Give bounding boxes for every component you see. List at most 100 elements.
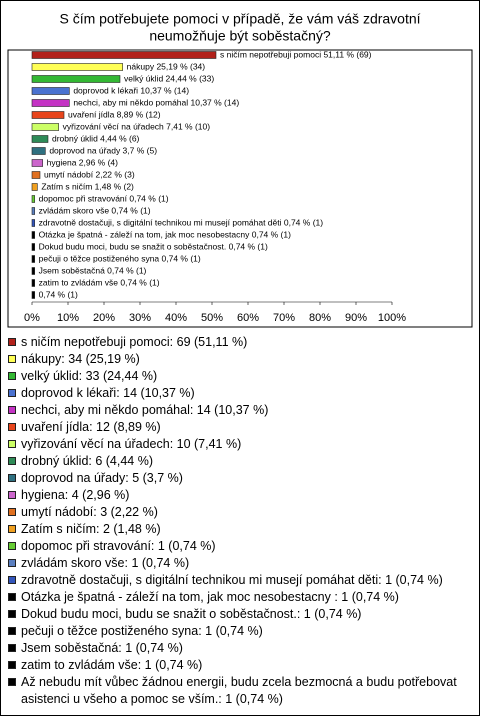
- bar-label: drobný úklid 4,44 % (6): [52, 133, 140, 143]
- bar-label: zatim to zvládám vše 0,74 % (1): [39, 277, 160, 287]
- bar-label: s ničím nepotřebuji pomoci 51,11 % (69): [220, 49, 372, 59]
- legend-swatch: [8, 678, 16, 686]
- bar: [31, 171, 41, 179]
- bar-label: nákupy 25,19 % (34): [127, 61, 206, 71]
- bar-label: 0,74 % (1): [39, 289, 78, 299]
- legend-entry: Až nebudu mít vůbec žádnou energii, budu…: [8, 674, 470, 708]
- legend-swatch: [8, 508, 16, 516]
- legend-entry: s ničím nepotřebuji pomoci: 69 (51,11 %): [8, 334, 470, 351]
- bar-label: umytí nádobí 2,22 % (3): [44, 169, 135, 179]
- bar-label: nechci, aby mi někdo pomáhal 10,37 % (14…: [73, 97, 239, 107]
- bar: [31, 219, 35, 227]
- legend-label: Dokud budu moci, budu se snažit o soběst…: [21, 607, 362, 621]
- x-tick-label: 70%: [273, 312, 295, 324]
- legend-entry: umytí nádobí: 3 (2,22 %): [8, 504, 470, 521]
- legend-swatch: [8, 525, 16, 533]
- legend-label: doprovod na úřady: 5 (3,7 %): [21, 471, 183, 485]
- legend-entry: doprovod k lékaři: 14 (10,37 %): [8, 385, 470, 402]
- bar-label: velký úklid 24,44 % (33): [124, 73, 214, 83]
- legend-entry: zvládám skoro vše: 1 (0,74 %): [8, 555, 470, 572]
- bar: [31, 123, 59, 131]
- chart: S čím potřebujete pomoci v případě, že v…: [7, 11, 473, 328]
- legend-swatch: [8, 610, 16, 618]
- x-tick-label: 0%: [24, 312, 40, 324]
- legend-label: nechci, aby mi někdo pomáhal: 14 (10,37 …: [21, 403, 269, 417]
- bar: [31, 111, 65, 119]
- x-tick-label: 60%: [237, 312, 259, 324]
- x-tick-label: 10%: [57, 312, 79, 324]
- legend-swatch: [8, 491, 16, 499]
- legend-swatch: [8, 661, 16, 669]
- legend-entry: Zatím s ničím: 2 (1,48 %): [8, 521, 470, 538]
- legend-label: Jsem soběstačná: 1 (0,74 %): [21, 641, 183, 655]
- bar: [31, 267, 35, 275]
- bar: [31, 147, 46, 155]
- bar-label: dopomoc při stravování 0,74 % (1): [39, 193, 169, 203]
- legend-swatch: [8, 440, 16, 448]
- bar-label: Otázka je špatná - záleží na tom, jak mo…: [39, 229, 291, 239]
- legend-label: zdravotně dostačuji, s digitální technik…: [21, 573, 443, 587]
- bar: [31, 135, 49, 143]
- legend-swatch: [8, 644, 16, 652]
- legend-swatch: [8, 474, 16, 482]
- legend-swatch: [8, 389, 16, 397]
- bar-label: hygiena 2,96 % (4): [47, 157, 119, 167]
- bar: [31, 87, 70, 95]
- legend-entry: Jsem soběstačná: 1 (0,74 %): [8, 640, 470, 657]
- plot-frame: [7, 49, 473, 328]
- bar-label: zvládám skoro vše 0,74 % (1): [39, 205, 151, 215]
- legend-label: Zatím s ničím: 2 (1,48 %): [21, 522, 161, 536]
- legend-entry: nechci, aby mi někdo pomáhal: 14 (10,37 …: [8, 402, 470, 419]
- legend-swatch: [8, 372, 16, 380]
- legend-entry: vyřizování věcí na úřadech: 10 (7,41 %): [8, 436, 470, 453]
- legend-swatch: [8, 457, 16, 465]
- bar: [31, 183, 38, 191]
- bar: [31, 231, 35, 239]
- legend-label: pečuji o těžce postiženého syna: 1 (0,74…: [21, 624, 263, 638]
- x-tick-label: 90%: [345, 312, 367, 324]
- legend: s ničím nepotřebuji pomoci: 69 (51,11 %)…: [8, 334, 470, 708]
- bar-label: zdravotně dostačuji, s digitální technik…: [39, 217, 324, 227]
- x-tick-label: 50%: [201, 312, 223, 324]
- bar-label: Zatím s ničím 1,48 % (2): [41, 181, 134, 191]
- bar: [31, 279, 35, 287]
- bar: [31, 99, 70, 107]
- legend-label: nákupy: 34 (25,19 %): [21, 352, 140, 366]
- chart-title: neumožňuje být soběstačný?: [149, 28, 331, 44]
- legend-label: hygiena: 4 (2,96 %): [21, 488, 130, 502]
- legend-swatch: [8, 627, 16, 635]
- legend-entry: hygiena: 4 (2,96 %): [8, 487, 470, 504]
- bar-label: doprovod na úřady 3,7 % (5): [49, 145, 157, 155]
- legend-label: dopomoc při stravování: 1 (0,74 %): [21, 539, 216, 553]
- legend-entry: zatim to zvládám vše: 1 (0,74 %): [8, 657, 470, 674]
- bar: [31, 243, 35, 251]
- legend-label: zatim to zvládám vše: 1 (0,74 %): [21, 658, 203, 672]
- legend-entry: nákupy: 34 (25,19 %): [8, 351, 470, 368]
- legend-entry: drobný úklid: 6 (4,44 %): [8, 453, 470, 470]
- x-tick-label: 20%: [93, 312, 115, 324]
- bar: [31, 291, 35, 299]
- legend-label: Až nebudu mít vůbec žádnou energii, budu…: [21, 675, 457, 706]
- legend-entry: doprovod na úřady: 5 (3,7 %): [8, 470, 470, 487]
- legend-label: Otázka je špatná - záleží na tom, jak mo…: [21, 590, 399, 604]
- legend-entry: Dokud budu moci, budu se snažit o soběst…: [8, 606, 470, 623]
- legend-entry: velký úklid: 33 (24,44 %): [8, 368, 470, 385]
- bar-label: Dokud budu moci, budu se snažit o soběst…: [39, 241, 268, 251]
- bar-label: pečuji o těžce postiženého syna 0,74 % (…: [39, 253, 201, 263]
- legend-label: uvaření jídla: 12 (8,89 %): [21, 420, 161, 434]
- bar: [31, 195, 35, 203]
- legend-entry: pečuji o těžce postiženého syna: 1 (0,74…: [8, 623, 470, 640]
- bar: [31, 63, 123, 71]
- legend-swatch: [8, 338, 16, 346]
- x-tick-label: 80%: [309, 312, 331, 324]
- bar-label: uvaření jídla 8,89 % (12): [68, 109, 161, 119]
- legend-label: s ničím nepotřebuji pomoci: 69 (51,11 %): [21, 335, 248, 349]
- bar: [31, 159, 43, 167]
- legend-label: vyřizování věcí na úřadech: 10 (7,41 %): [21, 437, 242, 451]
- legend-swatch: [8, 423, 16, 431]
- bar-label: Jsem soběstačná 0,74 % (1): [39, 265, 147, 275]
- x-tick-label: 40%: [165, 312, 187, 324]
- bar: [31, 255, 35, 263]
- legend-swatch: [8, 576, 16, 584]
- legend-label: drobný úklid: 6 (4,44 %): [21, 454, 154, 468]
